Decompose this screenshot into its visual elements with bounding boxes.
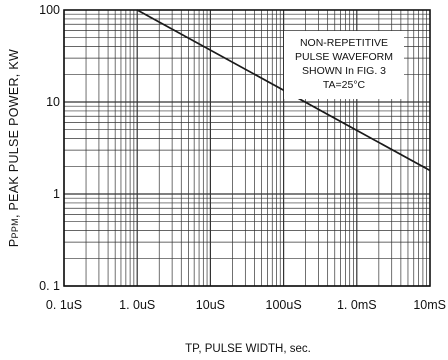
- annotation-line: NON-REPETITIVE: [300, 37, 388, 49]
- y-axis-title-symbol: P: [7, 238, 21, 247]
- x-tick-label: 100uS: [266, 298, 302, 312]
- y-tick-label: 10: [46, 95, 60, 109]
- y-tick-label: 100: [39, 3, 60, 17]
- series-layer: [136, 9, 431, 172]
- x-tick-label: 10mS: [413, 298, 446, 312]
- annotation-line: SHOWN In FIG. 3: [302, 65, 386, 77]
- y-tick-label: 1: [53, 187, 60, 201]
- y-axis-title-text: , PEAK PULSE POWER, KW: [7, 49, 21, 218]
- series-line: [136, 9, 431, 172]
- x-tick-label: 1. 0uS: [119, 298, 155, 312]
- plot-frame: [63, 9, 431, 287]
- y-axis-title-subscript: PPM: [10, 218, 20, 238]
- annotation-box: NON-REPETITIVE PULSE WAVEFORM SHOWN In FIG…: [284, 31, 404, 99]
- x-tick-label: 0. 1uS: [46, 298, 82, 312]
- x-tick-labels: 0. 1uS 1. 0uS 10uS 100uS 1. 0mS 10mS: [46, 298, 446, 312]
- x-tick-label: 1. 0mS: [337, 298, 377, 312]
- y-axis-title: PPPM, PEAK PULSE POWER, KW: [7, 49, 21, 247]
- annotation-line: TA=25°C: [323, 79, 366, 91]
- grid: [63, 10, 430, 287]
- x-tick-label: 10uS: [196, 298, 225, 312]
- annotation-background: [284, 31, 404, 99]
- annotation-line: PULSE WAVEFORM: [295, 51, 393, 63]
- y-tick-labels: 0. 1 1 10 100: [39, 3, 60, 293]
- y-tick-label: 0. 1: [39, 279, 60, 293]
- x-axis-title: TP, PULSE WIDTH, sec.: [185, 343, 311, 355]
